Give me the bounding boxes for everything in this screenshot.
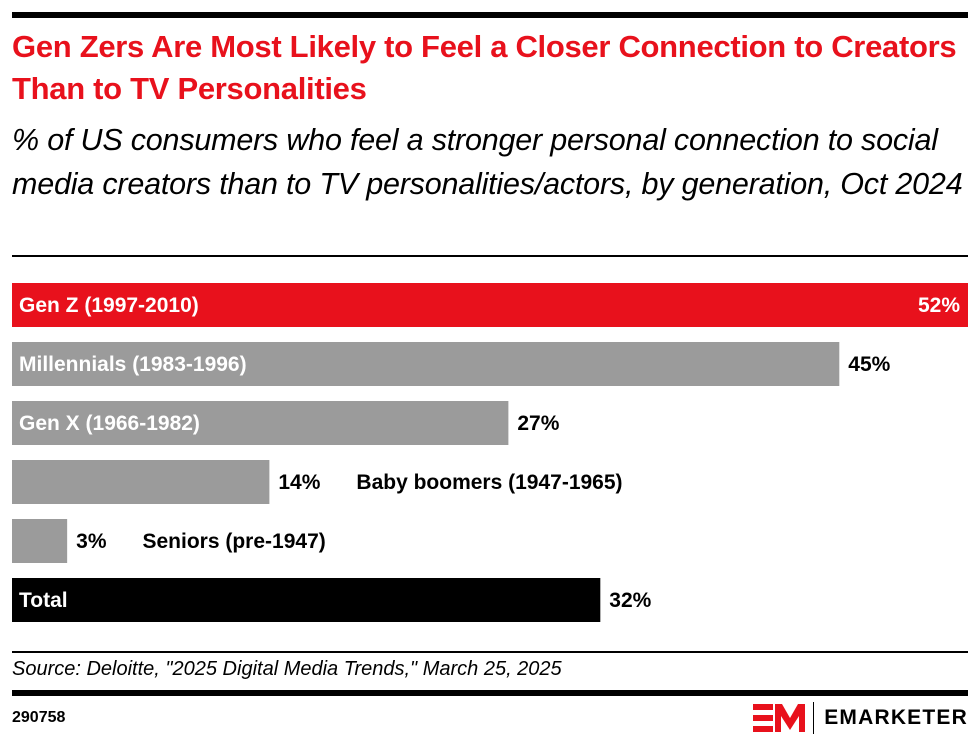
bar [12,519,68,563]
category-label: Gen Z (1997-2010) [19,294,199,317]
logo-divider [813,702,815,734]
value-label: 45% [848,353,890,376]
chart-id: 290758 [12,709,66,726]
bar-row: Gen X (1966-1982) 27% [12,401,560,445]
category-label: Millennials (1983-1996) [19,353,247,376]
category-label: Baby boomers (1947-1965) [356,471,622,494]
emarketer-logo: EMARKETER [753,700,968,736]
value-label: 14% [278,471,320,494]
category-label: Gen X (1966-1982) [19,412,200,435]
value-label: 32% [609,589,651,612]
chart-subtitle: % of US consumers who feel a stronger pe… [12,123,963,201]
source-divider [12,651,968,653]
em-logo-mark-icon [753,704,806,732]
bar-row: Gen Z (1997-2010) 52% [12,283,968,327]
bar-row: Total 32% [12,578,652,622]
bar-row: Baby boomers (1947-1965) 14% [12,460,623,504]
value-label: 52% [918,294,960,317]
bar [12,401,509,445]
chart-title: Gen Zers Are Most Likely to Feel a Close… [12,29,957,106]
bar-chart: Gen Z (1997-2010) 52% Millennials (1983-19… [12,283,968,622]
bar-row: Seniors (pre-1947) 3% [12,519,326,563]
bar [12,460,270,504]
value-label: 27% [517,412,559,435]
brand-name: EMARKETER [824,706,968,729]
header-divider [12,255,968,257]
source-note: Source: Deloitte, "2025 Digital Media Tr… [12,658,562,680]
category-label: Seniors (pre-1947) [143,530,326,553]
bar-row: Millennials (1983-1996) 45% [12,342,891,386]
category-label: Total [19,589,68,612]
bar [12,342,840,386]
footer-rule [12,690,968,696]
bar [12,578,601,622]
bar [12,283,968,327]
value-label: 3% [76,530,107,553]
top-rule [12,12,968,18]
